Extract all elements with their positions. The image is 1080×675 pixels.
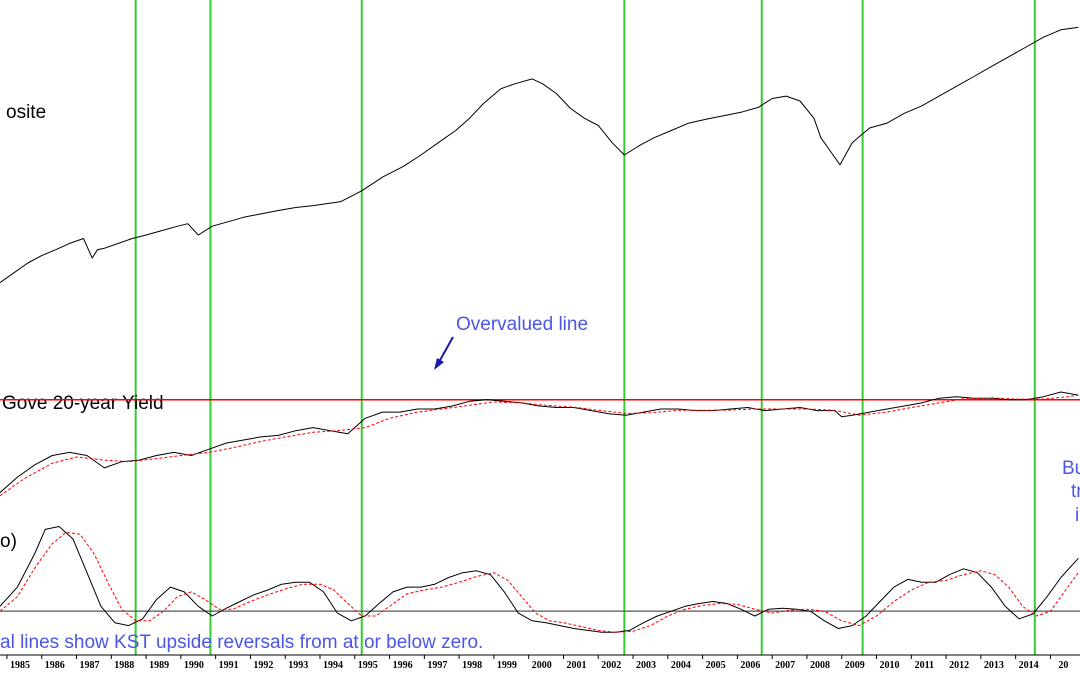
kst-annotation: al lines show KST upside reversals from …	[0, 632, 483, 653]
kst-ma-series	[0, 531, 1079, 633]
composite-series	[0, 26, 1079, 284]
x-tick-label: 1992	[253, 660, 273, 671]
side-note: Bu tr i	[1062, 458, 1080, 526]
x-tick-label: 2008	[810, 660, 830, 671]
x-tick-label: 2014	[1019, 660, 1039, 671]
composite-label: osite	[6, 102, 46, 123]
x-tick-label: 2012	[949, 660, 969, 671]
x-tick-label: 2009	[845, 660, 865, 671]
x-tick-label: 1990	[184, 660, 204, 671]
x-tick-label: 20	[1058, 660, 1068, 671]
x-tick-label: 2000	[532, 660, 552, 671]
yield-label: Gove 20-year Yield	[2, 393, 164, 414]
x-tick-label: 1999	[497, 660, 517, 671]
x-tick-label: 2002	[601, 660, 621, 671]
x-tick-label: 2006	[740, 660, 760, 671]
x-tick-label: 2001	[566, 660, 586, 671]
x-tick-label: 1991	[219, 660, 239, 671]
x-tick-label: 2010	[880, 660, 900, 671]
side-note-line-3: i	[1075, 505, 1079, 526]
x-tick-label: 1997	[427, 660, 447, 671]
x-tick-label: 2013	[984, 660, 1004, 671]
side-note-line-1: Bu	[1062, 458, 1080, 479]
x-tick-label: 2005	[706, 660, 726, 671]
kst-label: o)	[0, 531, 17, 552]
yield-panel: Gove 20-year Yield Overvalued line	[0, 314, 1080, 497]
x-tick-label: 2003	[636, 660, 656, 671]
x-tick-label: 2004	[671, 660, 691, 671]
kst-panel: o) al lines show KST upside reversals fr…	[0, 526, 1080, 653]
x-tick-label: 1989	[149, 660, 169, 671]
x-tick-label: 2011	[915, 660, 934, 671]
x-tick-label: 1994	[323, 660, 343, 671]
x-axis: 1985 1986 1987 1988 1989 1990 1991 1992 1993 1994…	[0, 654, 1080, 671]
kst-series	[0, 526, 1079, 633]
x-tick-label: 1986	[45, 660, 65, 671]
x-tick-label: 1988	[114, 660, 134, 671]
x-tick-label: 1985	[10, 660, 30, 671]
x-tick-label: 1987	[80, 660, 100, 671]
overvalued-arrow	[434, 336, 454, 370]
x-tick-label: 1993	[288, 660, 308, 671]
x-tick-label: 1995	[358, 660, 378, 671]
x-tick-label: 1998	[462, 660, 482, 671]
side-note-line-2: tr	[1071, 481, 1080, 502]
signal-lines	[134, 0, 1036, 655]
x-tick-label: 2007	[775, 660, 795, 671]
overvalued-annotation: Overvalued line	[456, 314, 588, 335]
yield-ma-series	[0, 394, 1079, 497]
yield-series	[0, 391, 1079, 493]
x-tick-label: 1996	[393, 660, 413, 671]
composite-panel: osite	[0, 26, 1079, 284]
